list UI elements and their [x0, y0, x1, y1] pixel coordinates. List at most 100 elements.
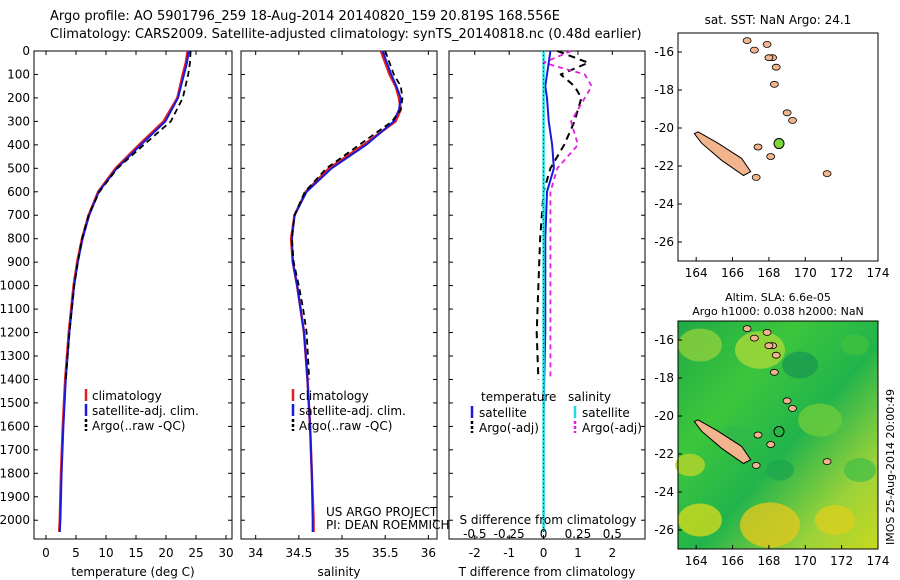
x-tick-label: 34: [248, 546, 263, 560]
island: [771, 63, 781, 71]
lat-tick-label: -18: [654, 83, 674, 97]
island: [753, 431, 763, 439]
island: [788, 117, 797, 124]
lat-tick-label: -16: [654, 333, 674, 347]
x-tick-label: 35.5: [372, 546, 399, 560]
panel-differences-frame: [448, 50, 646, 540]
series-line-differences-1: [535, 50, 590, 380]
x2-tick-label: -0.5: [463, 527, 486, 541]
legend-label: Argo(..raw -QC): [92, 419, 185, 433]
panel-temperature-frame: [33, 50, 233, 540]
lat-tick-label: -18: [654, 371, 674, 385]
lon-tick-label: 172: [830, 554, 853, 568]
x-axis-label: temperature (deg C): [71, 565, 194, 579]
depth-tick-label: 1200: [0, 326, 30, 340]
legend-heading: salinity: [568, 390, 611, 404]
depth-tick-label: 700: [7, 208, 30, 222]
x-tick-label: 15: [128, 546, 143, 560]
imos-credit: IMOS 25-Aug-2014 20:00:49: [884, 389, 897, 545]
x-axis-label: T difference from climatology: [458, 565, 636, 579]
lat-tick-label: -20: [654, 121, 674, 135]
x-tick-label: -1: [503, 546, 515, 560]
legend-heading: temperature: [481, 390, 556, 404]
sla-anomaly-patch: [844, 458, 876, 482]
sla-map-title: Altim. SLA: 6.6e-05: [725, 291, 831, 304]
legend-label: Argo(..raw -QC): [299, 419, 392, 433]
x2-axis-label: S difference from climatology: [460, 513, 637, 527]
depth-tick-label: 600: [7, 185, 30, 199]
sla-anomaly-patch: [782, 351, 818, 379]
lon-tick-label: 168: [757, 266, 780, 280]
x-tick-label: 25: [188, 546, 203, 560]
map-frame-sst: [677, 32, 879, 262]
island: [788, 404, 797, 412]
project-annotation: PI: DEAN ROEMMICH: [326, 518, 449, 532]
x-tick-label: 34.5: [285, 546, 312, 560]
x-tick-label: -2: [469, 546, 481, 560]
island: [751, 461, 761, 469]
island: [766, 153, 776, 160]
sla-map-subtitle: Argo h1000: 0.038 h2000: NaN: [692, 305, 864, 318]
sst-map-title: sat. SST: NaN Argo: 24.1: [705, 13, 852, 27]
legend-label: Argo(-adj): [479, 421, 539, 435]
depth-tick-label: 200: [7, 91, 30, 105]
map-frame-sla: [677, 320, 879, 550]
island: [769, 80, 779, 88]
x-tick-label: 0: [540, 546, 548, 560]
depth-tick-label: 1400: [0, 372, 30, 386]
island: [822, 170, 832, 178]
depth-tick-label: 800: [7, 232, 30, 246]
lat-tick-label: -22: [654, 159, 674, 173]
profile-title: Argo profile: AO 5901796_259 18-Aug-2014…: [50, 9, 560, 24]
x-tick-label: 20: [158, 546, 173, 560]
depth-tick-label: 2000: [0, 513, 30, 527]
island: [762, 328, 772, 336]
lon-tick-label: 172: [830, 266, 853, 280]
lon-tick-label: 170: [794, 266, 817, 280]
x-tick-label: 5: [72, 546, 80, 560]
x-tick-label: 1: [574, 546, 582, 560]
lon-tick-label: 166: [721, 554, 744, 568]
legend-label: climatology: [299, 389, 369, 403]
lon-tick-label: 170: [794, 554, 817, 568]
argo-float-marker: [773, 426, 785, 438]
climatology-title: Climatology: CARS2009. Satellite-adjuste…: [50, 27, 642, 42]
depth-tick-label: 1600: [0, 419, 30, 433]
island: [749, 334, 759, 342]
series-line-differences-3: [542, 50, 593, 380]
sla-anomaly-patch: [675, 453, 705, 477]
new-caledonia-landmass: [693, 419, 752, 465]
x2-tick-label: 0.25: [565, 527, 592, 541]
panel-salinity-frame: [240, 50, 438, 540]
sla-anomaly-patch: [678, 503, 722, 537]
x-tick-label: 2: [609, 546, 617, 560]
island: [822, 458, 832, 466]
x-tick-label: 36: [421, 546, 436, 560]
lat-tick-label: -24: [654, 485, 674, 499]
island: [742, 37, 752, 44]
x2-tick-label: 0: [540, 527, 548, 541]
lon-tick-label: 164: [685, 554, 708, 568]
island: [782, 109, 792, 117]
x2-tick-label: 0.5: [603, 527, 622, 541]
island: [764, 342, 774, 350]
new-caledonia-landmass: [693, 131, 752, 177]
island: [769, 368, 779, 376]
x-tick-label: 30: [218, 546, 233, 560]
lat-tick-label: -24: [654, 197, 674, 211]
sla-anomaly-patch: [740, 502, 800, 548]
island: [762, 41, 772, 48]
sla-anomaly-patch: [678, 328, 722, 362]
legend-label: Argo(-adj): [582, 421, 642, 435]
island: [749, 46, 759, 54]
sla-anomaly-patch: [798, 403, 842, 437]
argo-float-marker: [773, 138, 785, 150]
legend-label: satellite: [479, 406, 527, 420]
depth-tick-label: 100: [7, 67, 30, 81]
lon-tick-label: 174: [867, 554, 890, 568]
depth-tick-label: 1800: [0, 466, 30, 480]
island: [742, 325, 752, 333]
x-tick-label: 10: [98, 546, 113, 560]
lon-tick-label: 174: [867, 266, 890, 280]
